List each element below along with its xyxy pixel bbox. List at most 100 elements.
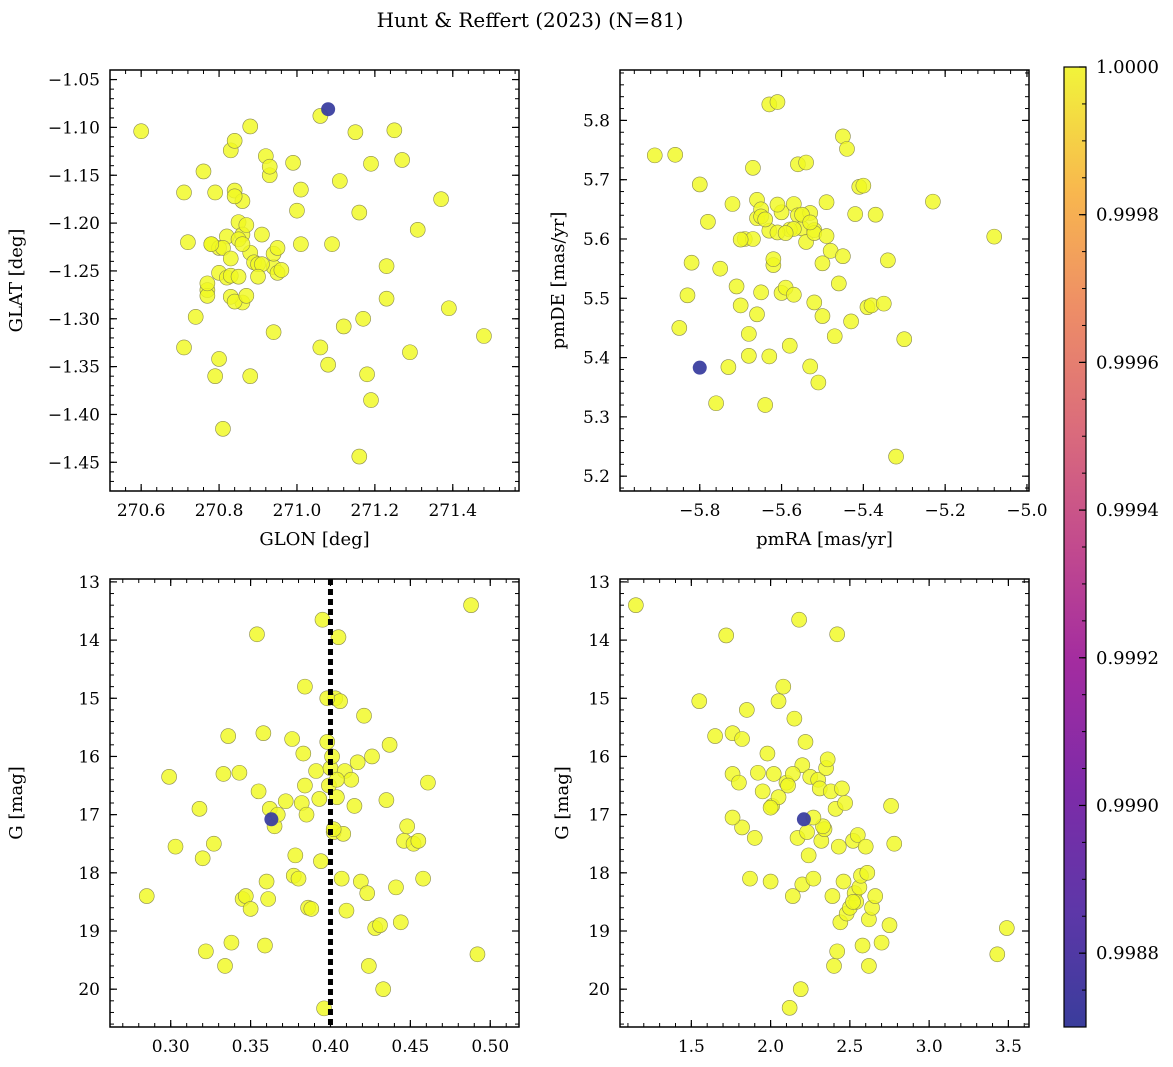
x-axis-label: Plx [mas] [272,1065,357,1067]
member-point [799,824,815,840]
member-point [806,294,823,311]
x-tick-label: 270.8 [195,501,244,521]
member-point [667,146,684,163]
member-point [346,798,363,814]
member-point [770,789,787,805]
x-tick-label: −5.6 [761,501,802,521]
colorbar-tick-label: 1.0000 [1096,57,1159,78]
member-point [249,626,265,643]
x-tick-label: 271.2 [351,501,400,521]
member-point [859,865,876,881]
member-point [854,937,871,954]
member-point [843,313,859,330]
member-point [712,260,729,277]
member-point [313,853,329,869]
member-point [207,184,223,201]
member-point [180,234,196,251]
data-layer [138,579,486,1027]
member-point [861,958,877,974]
axes-frame [109,578,520,1028]
member-point [775,678,792,695]
member-point [762,799,779,816]
member-point [223,934,240,951]
member-point [303,901,320,917]
y-tick-label: 20 [588,980,610,1000]
member-point [805,870,822,887]
member-point [837,795,853,811]
y-tick-label: 13 [78,573,100,593]
member-point [375,981,391,997]
x-tick-label: 2.5 [836,1037,863,1057]
member-point [324,236,340,252]
member-point [257,937,273,954]
member-point [835,873,852,890]
x-tick-label: 270.6 [117,501,166,521]
member-point [330,629,347,645]
minor-ticks [620,579,1029,1027]
data-layer [646,94,1003,465]
member-point [433,191,449,207]
member-point [260,891,276,907]
member-point [724,809,741,826]
member-point [372,917,388,933]
member-point [195,163,212,180]
member-point [290,870,307,887]
member-point [826,328,843,345]
member-point [759,745,776,762]
member-point [786,286,802,303]
member-point [720,359,737,375]
member-point [757,211,773,228]
colorbar-tick-label: 0.9990 [1096,795,1159,816]
member-point [829,626,845,643]
member-point [732,297,749,314]
member-point [242,118,259,135]
member-point [222,250,239,267]
member-point [250,783,267,800]
colorbar-tick-label: 0.9992 [1096,648,1159,669]
member-point [750,764,766,781]
member-point [745,160,761,176]
x-tick-label: −5.2 [925,501,966,521]
member-point [769,94,786,110]
figure-title: Hunt & Reffert (2023) (N=81) [377,8,684,32]
member-point [361,958,377,974]
member-point [886,835,903,852]
member-point [287,847,304,864]
member-point [364,748,380,765]
member-point [989,946,1006,963]
y-tick-label: 15 [78,689,100,709]
x-tick-label: 3.0 [916,1037,943,1057]
y-tick-label: −1.20 [48,214,100,234]
x-tick-label: −5.8 [679,501,720,521]
member-point [830,838,847,855]
member-point [258,873,275,890]
member-point [742,870,758,887]
y-tick-label: 17 [588,806,610,826]
y-tick-label: 20 [78,980,100,1000]
x-tick-label: 0.50 [471,1037,509,1057]
member-point [781,999,798,1016]
colorbar: 0.9988 0.9990 0.9992 0.9994 0.9996 0.9998 1.00… [1063,57,1159,1028]
member-point [876,295,892,312]
member-point [203,236,220,252]
member-point [343,771,360,788]
y-tick-label: 16 [588,747,610,767]
member-point [781,337,798,354]
member-point [476,328,492,344]
member-point [269,240,286,256]
colorbar-tick-label: 0.9998 [1096,205,1159,226]
member-point [835,248,851,264]
member-point [293,181,309,198]
member-point [769,196,786,213]
member-point [211,351,227,367]
member-point [802,214,818,231]
member-point [780,777,796,794]
member-point [295,745,312,762]
member-point [314,611,331,628]
member-point [194,850,211,867]
member-point [176,339,192,356]
member-point [329,789,345,805]
member-point [293,236,309,252]
member-point [818,194,835,211]
